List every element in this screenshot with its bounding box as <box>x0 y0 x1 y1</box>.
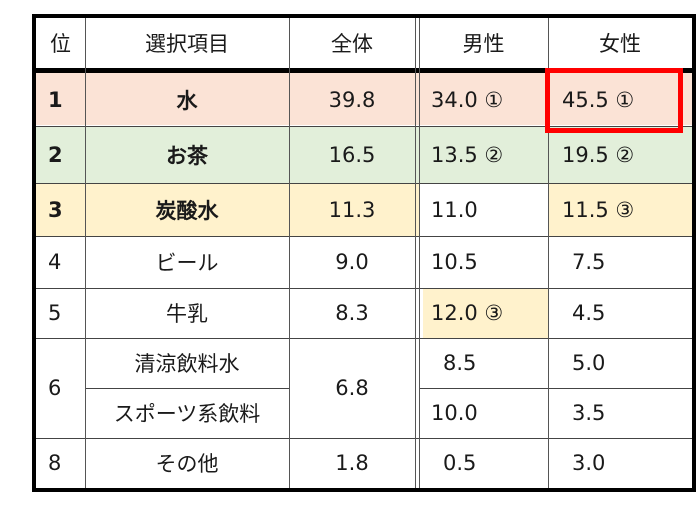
male-cell: 8.5 <box>443 351 477 375</box>
item-cell: お茶 <box>166 143 208 168</box>
item-cell: 牛乳 <box>166 302 208 326</box>
female-cell: 7.5 <box>572 250 606 274</box>
rank-cell: 8 <box>48 451 62 475</box>
female-cell: 4.5 <box>572 301 606 325</box>
header-rank: 位 <box>50 32 71 56</box>
total-cell: 16.5 <box>328 142 376 167</box>
female-cell: 11.5 ③ <box>562 197 635 222</box>
total-cell: 8.3 <box>335 301 369 325</box>
female-cell: 5.0 <box>572 351 606 375</box>
header-total: 全体 <box>331 32 373 56</box>
row-3-bg <box>36 183 419 236</box>
rank-cell: 6 <box>48 376 62 400</box>
total-cell: 1.8 <box>335 451 369 475</box>
male-cell: 0.5 <box>443 451 477 475</box>
row-1-bg <box>36 70 692 125</box>
total-cell: 39.8 <box>328 87 376 112</box>
total-cell: 6.8 <box>335 376 369 400</box>
male-cell: 10.0 <box>431 401 478 425</box>
item-cell: ビール <box>155 251 219 275</box>
female-cell: 3.0 <box>572 451 606 475</box>
item-cell: 水 <box>176 88 198 113</box>
male-cell: 12.0 ③ <box>431 301 504 325</box>
drink-ranking-table: 位 選択項目 全体 男性 女性 1 水 39.8 34.0 ① 45.5 ① 2… <box>32 14 696 492</box>
female-cell: 45.5 ① <box>562 87 635 112</box>
female-cell: 19.5 ② <box>562 142 635 167</box>
rank-cell: 4 <box>48 250 62 274</box>
item-cell: その他 <box>155 452 219 476</box>
header-item: 選択項目 <box>145 32 229 56</box>
male-cell: 10.5 <box>431 250 478 274</box>
rank-cell: 2 <box>48 142 63 167</box>
item-cell: 清涼飲料水 <box>134 352 240 376</box>
total-cell: 11.3 <box>328 197 376 222</box>
row-5-male-bg <box>423 289 548 338</box>
male-cell: 13.5 ② <box>431 142 504 167</box>
highlight-box <box>545 68 683 133</box>
female-cell: 3.5 <box>572 401 606 425</box>
rank-cell: 3 <box>48 197 63 222</box>
male-cell: 34.0 ① <box>431 87 504 112</box>
row-3-female-bg <box>548 183 692 236</box>
male-cell: 11.0 <box>431 197 478 222</box>
header-male: 男性 <box>462 32 505 56</box>
item-cell: スポーツ系飲料 <box>113 402 261 426</box>
rank-cell: 5 <box>48 301 62 325</box>
item-cell: 炭酸水 <box>155 198 219 223</box>
row-2-bg <box>36 126 692 183</box>
rank-cell: 1 <box>48 87 63 112</box>
total-cell: 9.0 <box>335 250 369 274</box>
header-female: 女性 <box>599 32 641 56</box>
